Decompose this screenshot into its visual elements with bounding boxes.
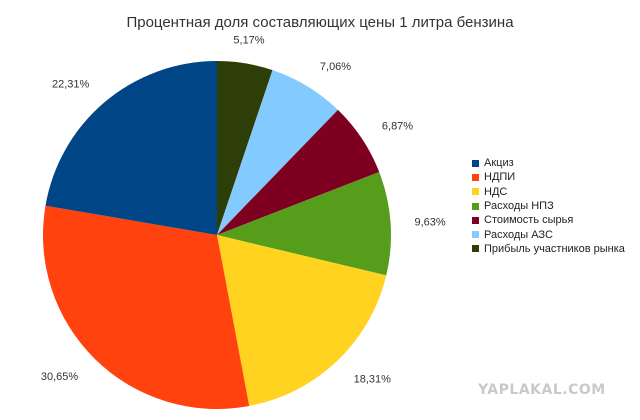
legend-swatch	[472, 202, 479, 210]
legend-item: НДС	[472, 185, 625, 199]
watermark: YAPLAKAL.COM	[478, 382, 606, 398]
legend-label: НДПИ	[484, 171, 516, 184]
legend-label: Стоимость сырья	[484, 214, 574, 227]
legend-item: Прибыль участников рынка	[472, 242, 625, 256]
legend-item: Акциз	[472, 156, 625, 170]
pie-labels: 5,17% 7,06% 6,87% 9,63% 18,31% 30,65% 22,31%	[41, 35, 446, 386]
slice-label-1: 7,06%	[320, 61, 351, 73]
slice-label-6: 22,31%	[52, 79, 90, 91]
pie-slice-3	[217, 171, 391, 276]
legend-item: НДПИ	[472, 170, 625, 184]
legend-label: Акциз	[484, 157, 514, 170]
legend-item: Стоимость сырья	[472, 213, 625, 227]
legend-swatch	[472, 188, 479, 196]
pie-slice-1	[217, 70, 338, 235]
slice-label-3: 9,63%	[415, 217, 446, 229]
legend-swatch	[472, 159, 479, 167]
legend-swatch	[472, 173, 479, 181]
slice-label-0: 5,17%	[233, 35, 264, 47]
legend-label: НДС	[484, 185, 508, 198]
legend-label: Расходы АЗС	[484, 228, 553, 241]
legend-label: Расходы НПЗ	[484, 200, 554, 213]
pie-slice-5	[43, 205, 250, 409]
legend-swatch	[472, 216, 479, 224]
pie-slice-6	[45, 61, 218, 235]
chart-title: Процентная доля составляющих цены 1 литр…	[126, 14, 514, 31]
slice-label-4: 18,31%	[354, 373, 392, 385]
slice-label-2: 6,87%	[382, 120, 413, 132]
pie-slice-4	[217, 235, 387, 406]
legend-swatch	[472, 231, 479, 239]
legend: Акциз НДПИ НДС Расходы НПЗ Стоимость сырья Ра…	[472, 156, 625, 256]
legend-item: Расходы НПЗ	[472, 199, 625, 213]
legend-item: Расходы АЗС	[472, 227, 625, 241]
pie-slices	[43, 61, 391, 409]
slice-label-5: 30,65%	[41, 371, 79, 383]
legend-swatch	[472, 245, 479, 253]
pie-slice-2	[217, 109, 380, 235]
legend-label: Прибыль участников рынка	[484, 242, 625, 255]
pie-slice-0	[217, 61, 273, 235]
